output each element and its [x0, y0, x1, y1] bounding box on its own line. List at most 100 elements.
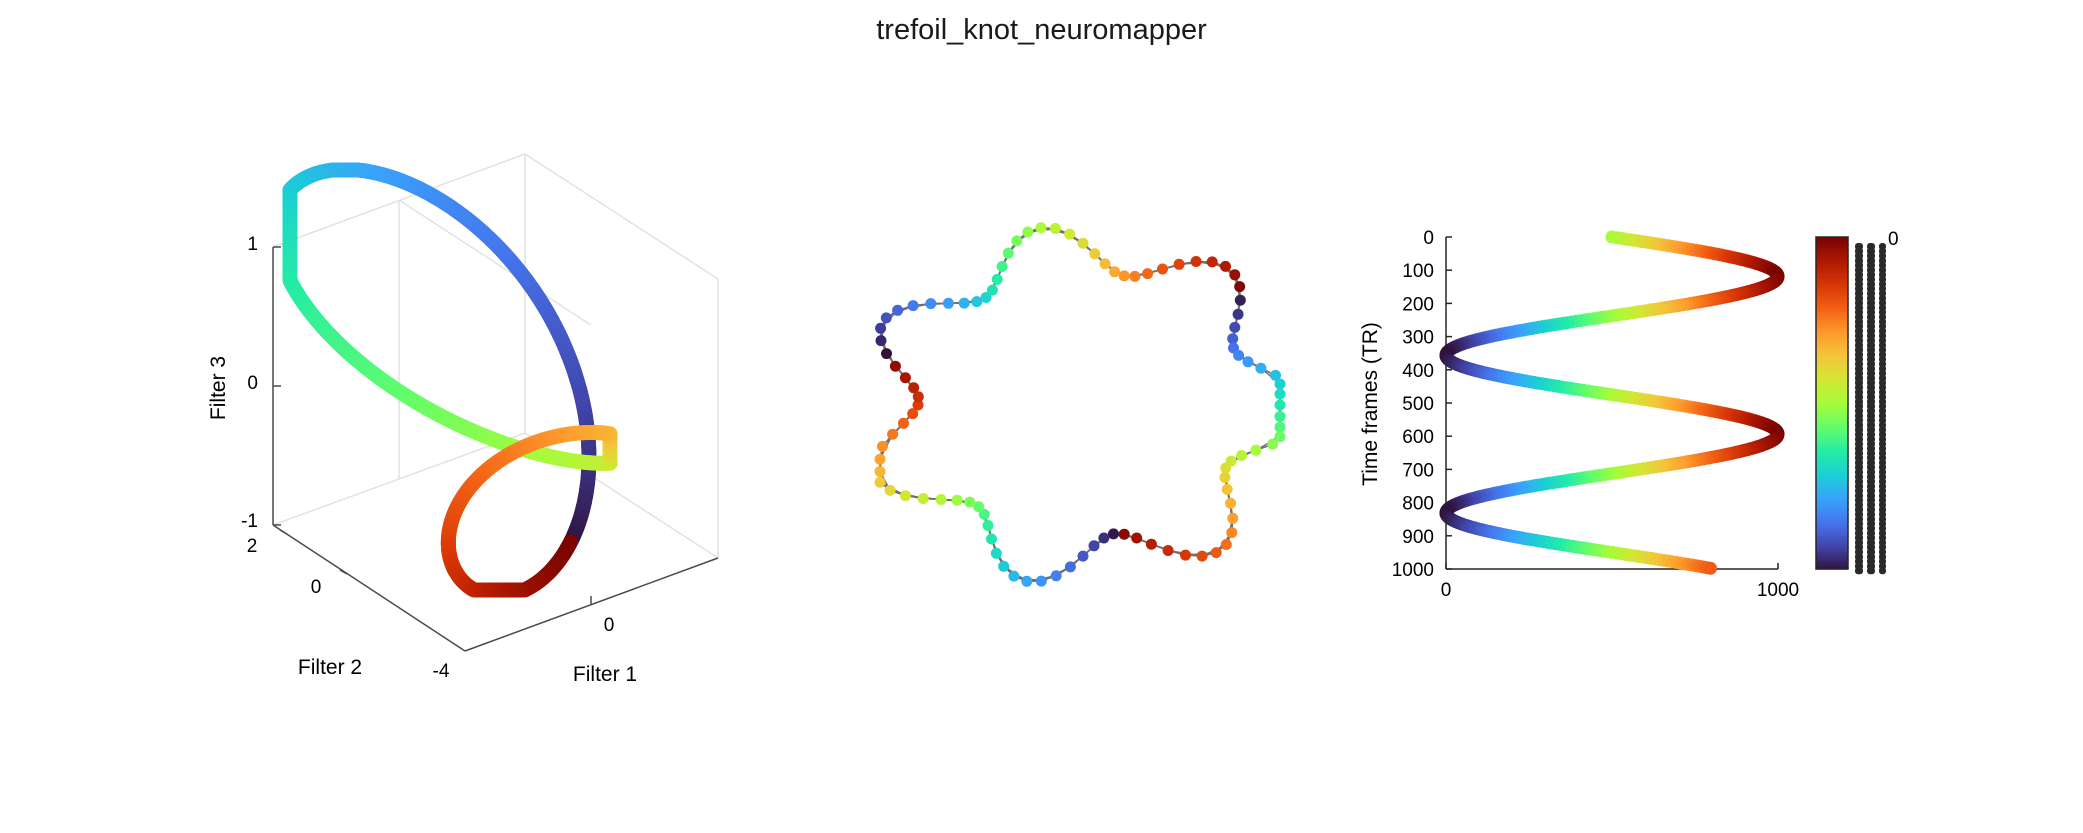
- graph-node: [1234, 294, 1246, 306]
- graph-node: [978, 508, 990, 520]
- graph-node: [1089, 248, 1101, 260]
- colorbar-segment: [1816, 469, 1848, 473]
- colorbar-segment: [1816, 510, 1848, 515]
- graph-node: [880, 312, 892, 324]
- graph-node: [1050, 570, 1062, 582]
- 3d-axes: [272, 246, 719, 652]
- colorbar-segment: [1816, 494, 1848, 498]
- graph-node: [1274, 411, 1286, 422]
- graph-node: [1098, 532, 1110, 544]
- graph-node: [892, 304, 904, 316]
- colorbar-segment: [1816, 308, 1848, 313]
- colorbar-segment: [1816, 546, 1848, 551]
- colorbar-segment: [1816, 549, 1848, 553]
- y-tick-label: 500: [1402, 394, 1434, 415]
- graph-node: [907, 300, 919, 312]
- graph-node: [1274, 388, 1286, 400]
- graph-node: [1118, 528, 1130, 540]
- colorbar-segment: [1816, 375, 1848, 379]
- colorbar-segment: [1816, 320, 1848, 324]
- colorbar-segment: [1816, 386, 1848, 390]
- colorbar-segment: [1816, 438, 1848, 443]
- graph-node: [877, 440, 888, 452]
- colorbar-segment: [1816, 555, 1848, 559]
- colorbar-segment: [1816, 278, 1848, 282]
- y-tick-label: 2: [247, 536, 258, 557]
- y-tick-label: 800: [1402, 494, 1434, 515]
- colorbar-segment: [1816, 347, 1848, 352]
- knot-points: [282, 162, 618, 598]
- colorbar-segment: [1816, 519, 1848, 523]
- panel-3d-knot: 1 0 -1 2 0 -4 0 Filter 3 Filter 2 Filter…: [207, 153, 719, 686]
- graph-node: [982, 520, 994, 531]
- colorbar-segment: [1816, 248, 1848, 252]
- colorbar-segment: [1816, 524, 1848, 529]
- colorbar-segment: [1816, 557, 1848, 562]
- colorbar-tick-mark: [1855, 567, 1863, 575]
- colorbar-segment: [1816, 284, 1848, 288]
- graph-node: [1129, 270, 1141, 282]
- colorbar-segment: [1816, 306, 1848, 310]
- colorbar-segment: [1816, 566, 1848, 570]
- x-tick-label: 1000: [1757, 580, 1799, 601]
- graph-node: [964, 496, 976, 508]
- y-tick-labels: 0 100 200 300 400 500 600 700 800 900 1000: [1392, 228, 1434, 581]
- y-tick-label: 1000: [1392, 560, 1434, 581]
- graph-node: [1221, 483, 1233, 495]
- graph-node: [1035, 575, 1047, 587]
- graph-node: [1131, 532, 1143, 544]
- axis-line: [272, 524, 466, 652]
- graph-node: [991, 273, 1003, 285]
- graph-node: [1011, 235, 1023, 247]
- graph-nodes: [874, 222, 1286, 587]
- x-tick-label: 0: [1441, 580, 1452, 601]
- graph-node: [1270, 369, 1281, 381]
- graph-node: [1210, 547, 1222, 559]
- colorbar-segment: [1816, 261, 1848, 266]
- colorbar-segment: [1816, 497, 1848, 501]
- y-tick-label: 600: [1402, 427, 1434, 448]
- graph-node: [942, 297, 954, 309]
- colorbar-segment: [1816, 538, 1848, 542]
- colorbar-segment: [1816, 270, 1848, 274]
- colorbar-segment: [1816, 328, 1848, 332]
- graph-node: [1021, 575, 1033, 587]
- colorbar-segment: [1816, 450, 1848, 454]
- z-tick-label: 1: [247, 234, 258, 255]
- graph-node: [1274, 399, 1286, 411]
- colorbar-segment: [1816, 372, 1848, 376]
- graph-node: [996, 261, 1008, 272]
- colorbar-segment: [1816, 480, 1848, 484]
- graph-node: [889, 360, 901, 372]
- grid-line: [398, 199, 592, 326]
- colorbar-segment: [1816, 405, 1848, 410]
- colorbar-segment: [1816, 275, 1848, 280]
- colorbar-tick-mark: [1867, 567, 1875, 575]
- y-tick-label: 100: [1402, 261, 1434, 282]
- graph-node: [1108, 528, 1119, 540]
- graph-node: [1196, 550, 1208, 562]
- panel-timeframes: 0 100 200 300 400 500 600 700 800 900 1000 0 1000 T…: [1359, 228, 1899, 601]
- y-axis-label: Time frames (TR): [1359, 322, 1382, 486]
- y-tick-label: 900: [1402, 527, 1434, 548]
- colorbar-segment: [1816, 521, 1848, 526]
- colorbar-segment: [1816, 391, 1848, 396]
- graph-node: [1250, 444, 1262, 456]
- colorbar-segment: [1816, 303, 1848, 307]
- colorbar-tick-mark: [1879, 567, 1886, 575]
- figure-title: trefoil_knot_neuromapper: [876, 14, 1207, 46]
- colorbar-segment: [1816, 242, 1848, 246]
- x-tick-labels: 0 1000: [1441, 580, 1799, 601]
- colorbar-segment: [1816, 416, 1848, 421]
- colorbar-segment: [1816, 436, 1848, 440]
- colorbar-tick-label: 0: [1888, 229, 1899, 250]
- grid-line: [524, 153, 719, 280]
- y-tick-label: 200: [1402, 294, 1434, 315]
- colorbar-segment: [1816, 563, 1848, 567]
- colorbar-segment: [1816, 336, 1848, 340]
- colorbar-segment: [1816, 411, 1848, 415]
- colorbar-segment: [1816, 289, 1848, 293]
- graph-node: [1219, 472, 1231, 483]
- graph-node: [1142, 268, 1154, 280]
